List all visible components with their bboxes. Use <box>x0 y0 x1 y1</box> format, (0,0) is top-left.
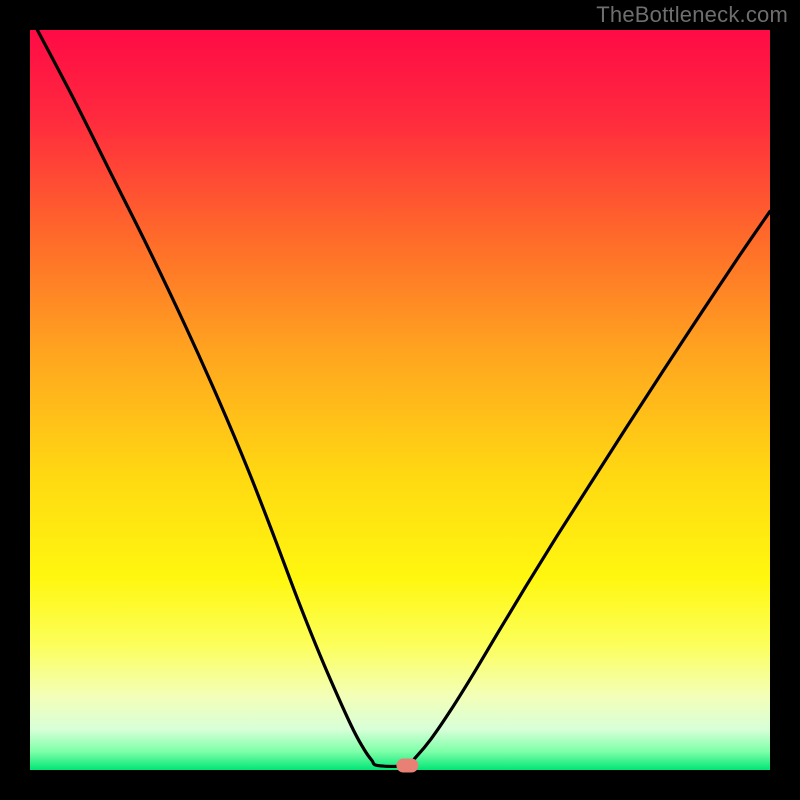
watermark-text: TheBottleneck.com <box>596 2 788 28</box>
chart-container: TheBottleneck.com <box>0 0 800 800</box>
plot-background-gradient <box>30 30 770 770</box>
valley-marker <box>396 759 418 773</box>
bottleneck-chart <box>0 0 800 800</box>
